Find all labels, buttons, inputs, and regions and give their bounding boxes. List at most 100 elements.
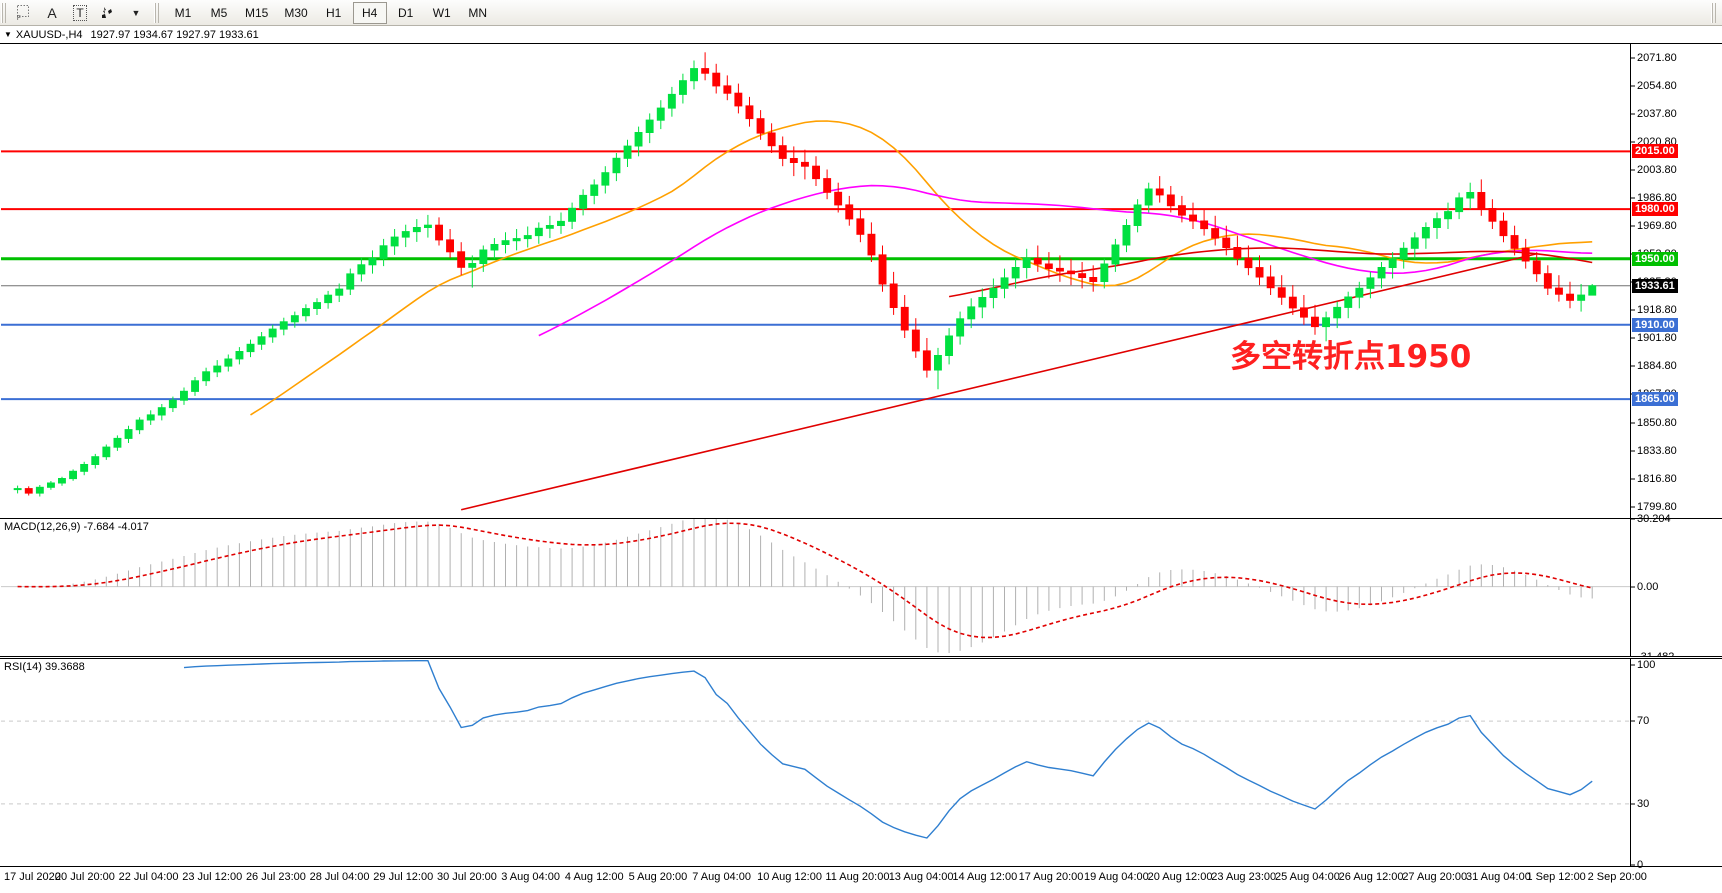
- rsi-tick-label: 0: [1637, 859, 1644, 871]
- macd-label: MACD(12,26,9) -7.684 -4.017: [4, 521, 149, 533]
- time-tick-label: 23 Aug 23:00: [1211, 871, 1277, 883]
- price-axis[interactable]: 2071.80 2054.80 2037.80 2020.80 2003.80 1986.…: [1630, 44, 1722, 518]
- price-plot[interactable]: [1, 44, 1630, 518]
- price-level-label-resistance[interactable]: 1980.00: [1632, 202, 1678, 217]
- main-toolbar: F A T ▼ M1 M5 M15 M30 H1 H4 D1 W1 MN: [0, 0, 1722, 26]
- price-tick-label: 2003.80: [1637, 163, 1677, 176]
- rsi-tick-label: 100: [1637, 659, 1656, 671]
- toolbar-drag-handle[interactable]: [1, 2, 8, 23]
- macd-panel[interactable]: MACD(12,26,9) -7.684 -4.017 30.2040.00-3…: [0, 513, 1722, 663]
- time-tick-label: 3 Aug 04:00: [501, 871, 560, 883]
- price-tick-mark: [1631, 197, 1635, 199]
- svg-text:F: F: [17, 16, 21, 20]
- time-axis[interactable]: 17 Jul 2020 20 Jul 20:00 22 Jul 04:00 23 Ju…: [0, 866, 1722, 893]
- chart-menu-caret-icon[interactable]: ▼: [4, 30, 12, 39]
- price-tick-mark: [1631, 450, 1635, 452]
- timeframe-m30[interactable]: M30: [284, 5, 308, 20]
- price-level-label-pivot[interactable]: 1950.00: [1632, 251, 1678, 266]
- time-tick-label: 17 Jul 2020: [4, 871, 61, 883]
- time-tick-label: 30 Jul 20:00: [436, 871, 497, 883]
- chart-area[interactable]: 2071.80 2054.80 2037.80 2020.80 2003.80 1986.…: [0, 44, 1722, 893]
- price-level-label-current[interactable]: 1933.61: [1632, 278, 1678, 293]
- price-panel[interactable]: 2071.80 2054.80 2037.80 2020.80 2003.80 1986.…: [0, 44, 1722, 518]
- rsi-tick-mark: [1631, 720, 1635, 722]
- rsi-tick-label: 30: [1637, 797, 1650, 810]
- time-tick-label: 28 Jul 04:00: [309, 871, 370, 883]
- time-tick-label: 2 Sep 20:00: [1587, 871, 1647, 883]
- price-tick-label: 1884.80: [1637, 360, 1677, 373]
- price-tick-label: 2054.80: [1637, 79, 1677, 92]
- time-tick-label: 11 Aug 20:00: [825, 871, 890, 883]
- crosshair-icon[interactable]: F: [11, 2, 37, 24]
- timeframe-m15[interactable]: M15: [245, 5, 269, 20]
- time-tick-label: 26 Jul 23:00: [245, 871, 306, 883]
- macd-plot[interactable]: [1, 519, 1630, 656]
- label-tool-icon[interactable]: T: [67, 2, 93, 24]
- price-tick-mark: [1631, 309, 1635, 311]
- price-tick-label: 1969.80: [1637, 220, 1677, 232]
- timeframe-m5[interactable]: M5: [210, 5, 228, 20]
- price-tick-mark: [1631, 225, 1635, 227]
- text-tool-icon[interactable]: A: [47, 4, 57, 21]
- timeframe-h1[interactable]: H1: [326, 5, 342, 20]
- macd-tick-mark: [1631, 518, 1635, 520]
- time-tick-label: 29 Jul 12:00: [373, 871, 434, 883]
- time-tick-label: 27 Aug 20:00: [1402, 871, 1468, 883]
- price-tick-mark: [1631, 141, 1635, 143]
- rsi-panel[interactable]: RSI(14) 39.3688 100 70 30 0: [0, 656, 1722, 871]
- price-tick-label: 2071.80: [1637, 51, 1677, 64]
- macd-series: [1, 519, 1630, 653]
- toolbar-separator: [154, 2, 161, 23]
- time-tick-label: 25 Aug 04:00: [1274, 871, 1340, 883]
- price-tick-mark: [1631, 113, 1635, 115]
- price-tick-mark: [1631, 365, 1635, 367]
- macd-tick-mark: [1631, 586, 1635, 588]
- rsi-tick-mark: [1631, 803, 1635, 805]
- timeframe-w1[interactable]: W1: [432, 5, 451, 20]
- price-tick-label: 1918.80: [1637, 304, 1677, 317]
- symbol-ohlc-quotes: 1927.97 1934.67 1927.97 1933.61: [90, 28, 259, 41]
- time-tick-label: 19 Aug 04:00: [1083, 871, 1149, 883]
- price-tick-label: 1986.80: [1637, 191, 1677, 204]
- rsi-axis[interactable]: 100 70 30 0: [1630, 659, 1722, 871]
- price-tick-label: 1799.80: [1637, 500, 1677, 513]
- price-tick-label: 1816.80: [1637, 472, 1677, 485]
- rsi-series: [1, 660, 1630, 839]
- time-tick-label: 4 Aug 12:00: [564, 871, 624, 883]
- symbol-name: XAUUSD-,H4: [15, 28, 83, 41]
- time-tick-label: 31 Aug 04:00: [1465, 871, 1531, 883]
- price-tick-label: 1833.80: [1637, 444, 1677, 457]
- toolbar-right-handle[interactable]: [1711, 2, 1718, 23]
- price-tick-mark: [1631, 422, 1635, 424]
- price-tick-mark: [1631, 478, 1635, 480]
- time-tick-label: 5 Aug 20:00: [628, 871, 688, 883]
- price-tick-mark: [1631, 57, 1635, 59]
- timeframe-m1[interactable]: M1: [174, 5, 192, 20]
- chart-annotation-text: 多空转折点1950: [1230, 338, 1472, 375]
- toolbar-empty-space: [496, 0, 1711, 25]
- rsi-tick-mark: [1631, 864, 1635, 866]
- price-level-label-resistance[interactable]: 2015.00: [1632, 144, 1678, 159]
- time-tick-label: 23 Jul 12:00: [182, 871, 243, 883]
- objects-icon[interactable]: [95, 2, 121, 24]
- symbol-info-bar: ▼ XAUUSD-,H4 1927.97 1934.67 1927.97 193…: [0, 26, 1722, 44]
- timeframe-h4[interactable]: H4: [352, 1, 387, 24]
- time-tick-label: 7 Aug 04:00: [692, 871, 751, 883]
- rsi-tick-label: 70: [1637, 715, 1650, 728]
- timeframe-d1[interactable]: D1: [398, 5, 414, 20]
- price-tick-mark: [1631, 85, 1635, 87]
- price-level-label-support[interactable]: 1910.00: [1632, 317, 1678, 332]
- time-tick-label: 26 Aug 12:00: [1338, 871, 1404, 883]
- timeframe-mn[interactable]: MN: [468, 5, 488, 20]
- dropdown-arrow-icon[interactable]: ▼: [131, 7, 141, 18]
- price-tick-label: 1901.80: [1637, 332, 1677, 345]
- price-level-label-support[interactable]: 1865.00: [1632, 392, 1678, 407]
- time-tick-label: 20 Jul 20:00: [54, 871, 115, 883]
- time-tick-label: 17 Aug 20:00: [1018, 871, 1084, 883]
- candlestick-series: [1, 52, 1630, 511]
- time-tick-label: 22 Jul 04:00: [118, 871, 179, 883]
- time-tick-label: 1 Sep 12:00: [1526, 871, 1586, 883]
- timeframe-group: M1 M5 M15 M30 H1 H4 D1 W1 MN: [165, 1, 496, 24]
- rsi-plot[interactable]: [1, 659, 1630, 866]
